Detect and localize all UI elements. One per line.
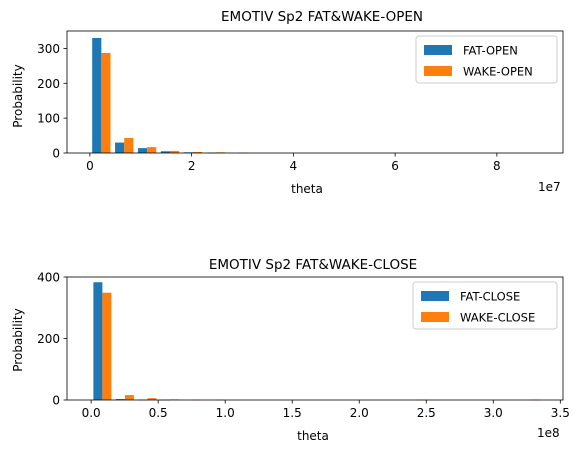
legend-swatch <box>421 291 449 301</box>
y-tick-label: 300 <box>37 42 60 56</box>
x-tick-label: 0 <box>86 159 94 173</box>
legend-label: FAT-CLOSE <box>460 290 520 304</box>
x-axis-label: theta <box>291 182 323 196</box>
x-tick-label: 1.0 <box>216 406 235 420</box>
legend-swatch <box>424 66 452 76</box>
x-axis-label: theta <box>297 429 329 443</box>
histogram-bar-wake-open <box>192 151 203 153</box>
histogram-bar-wake-close <box>124 395 134 400</box>
legend-label: FAT-OPEN <box>463 44 518 58</box>
chart-title: EMOTIV Sp2 FAT&WAKE-CLOSE <box>209 257 417 273</box>
histogram-bar-wake-open <box>124 138 134 153</box>
legend-swatch <box>424 45 452 55</box>
x-tick-label: 2.0 <box>350 406 369 420</box>
histogram-bar-fat-close <box>115 399 125 400</box>
axes-frame <box>66 30 564 154</box>
legend-swatch <box>421 312 449 322</box>
legend: FAT-OPEN WAKE-OPEN <box>415 35 558 84</box>
histogram-bar-wake-open <box>170 150 180 153</box>
y-axis-label: Probability <box>11 64 25 127</box>
x-tick-label: 3.0 <box>484 406 503 420</box>
histogram-bar-wake-close <box>147 398 157 400</box>
y-tick-label: 100 <box>37 112 60 126</box>
histogram-bar-fat-open <box>137 148 148 153</box>
chart-panel-open: EMOTIV Sp2 FAT&WAKE-OPEN Probability the… <box>11 9 564 196</box>
legend-label: WAKE-OPEN <box>463 65 533 79</box>
x-tick-label: 6 <box>391 159 399 173</box>
y-tick-label: 400 <box>37 271 60 285</box>
x-tick-label: 1.5 <box>283 406 302 420</box>
histogram-bar-wake-close <box>102 292 112 400</box>
legend: FAT-CLOSE WAKE-CLOSE <box>412 281 558 330</box>
histogram-bar-wake-open <box>101 52 111 153</box>
histogram-bar-wake-open <box>147 147 157 153</box>
x-tick-label: 8 <box>493 159 501 173</box>
y-tick-label: 200 <box>37 332 60 346</box>
y-tick-label: 200 <box>37 77 60 91</box>
histogram-bar-fat-open <box>160 151 171 153</box>
y-axis-label: Probability <box>11 308 25 371</box>
chart-panel-close: EMOTIV Sp2 FAT&WAKE-CLOSE Probability th… <box>11 257 570 443</box>
legend-label: WAKE-CLOSE <box>460 311 535 325</box>
x-tick-label: 2 <box>188 159 196 173</box>
x-tick-label: 0.0 <box>82 406 101 420</box>
x-offset-text: 1e8 <box>537 426 560 440</box>
histogram-bar-fat-close <box>93 282 103 400</box>
y-tick-label: 0 <box>52 147 60 161</box>
x-tick-label: 4 <box>290 159 298 173</box>
x-tick-label: 3.5 <box>551 406 570 420</box>
y-tick-label: 0 <box>52 394 60 408</box>
x-offset-text: 1e7 <box>538 180 561 194</box>
x-tick-label: 0.5 <box>149 406 168 420</box>
x-tick-label: 2.5 <box>417 406 436 420</box>
histogram-bar-fat-open <box>115 142 125 153</box>
chart-title: EMOTIV Sp2 FAT&WAKE-OPEN <box>221 9 423 25</box>
histogram-bar-fat-open <box>92 37 102 153</box>
